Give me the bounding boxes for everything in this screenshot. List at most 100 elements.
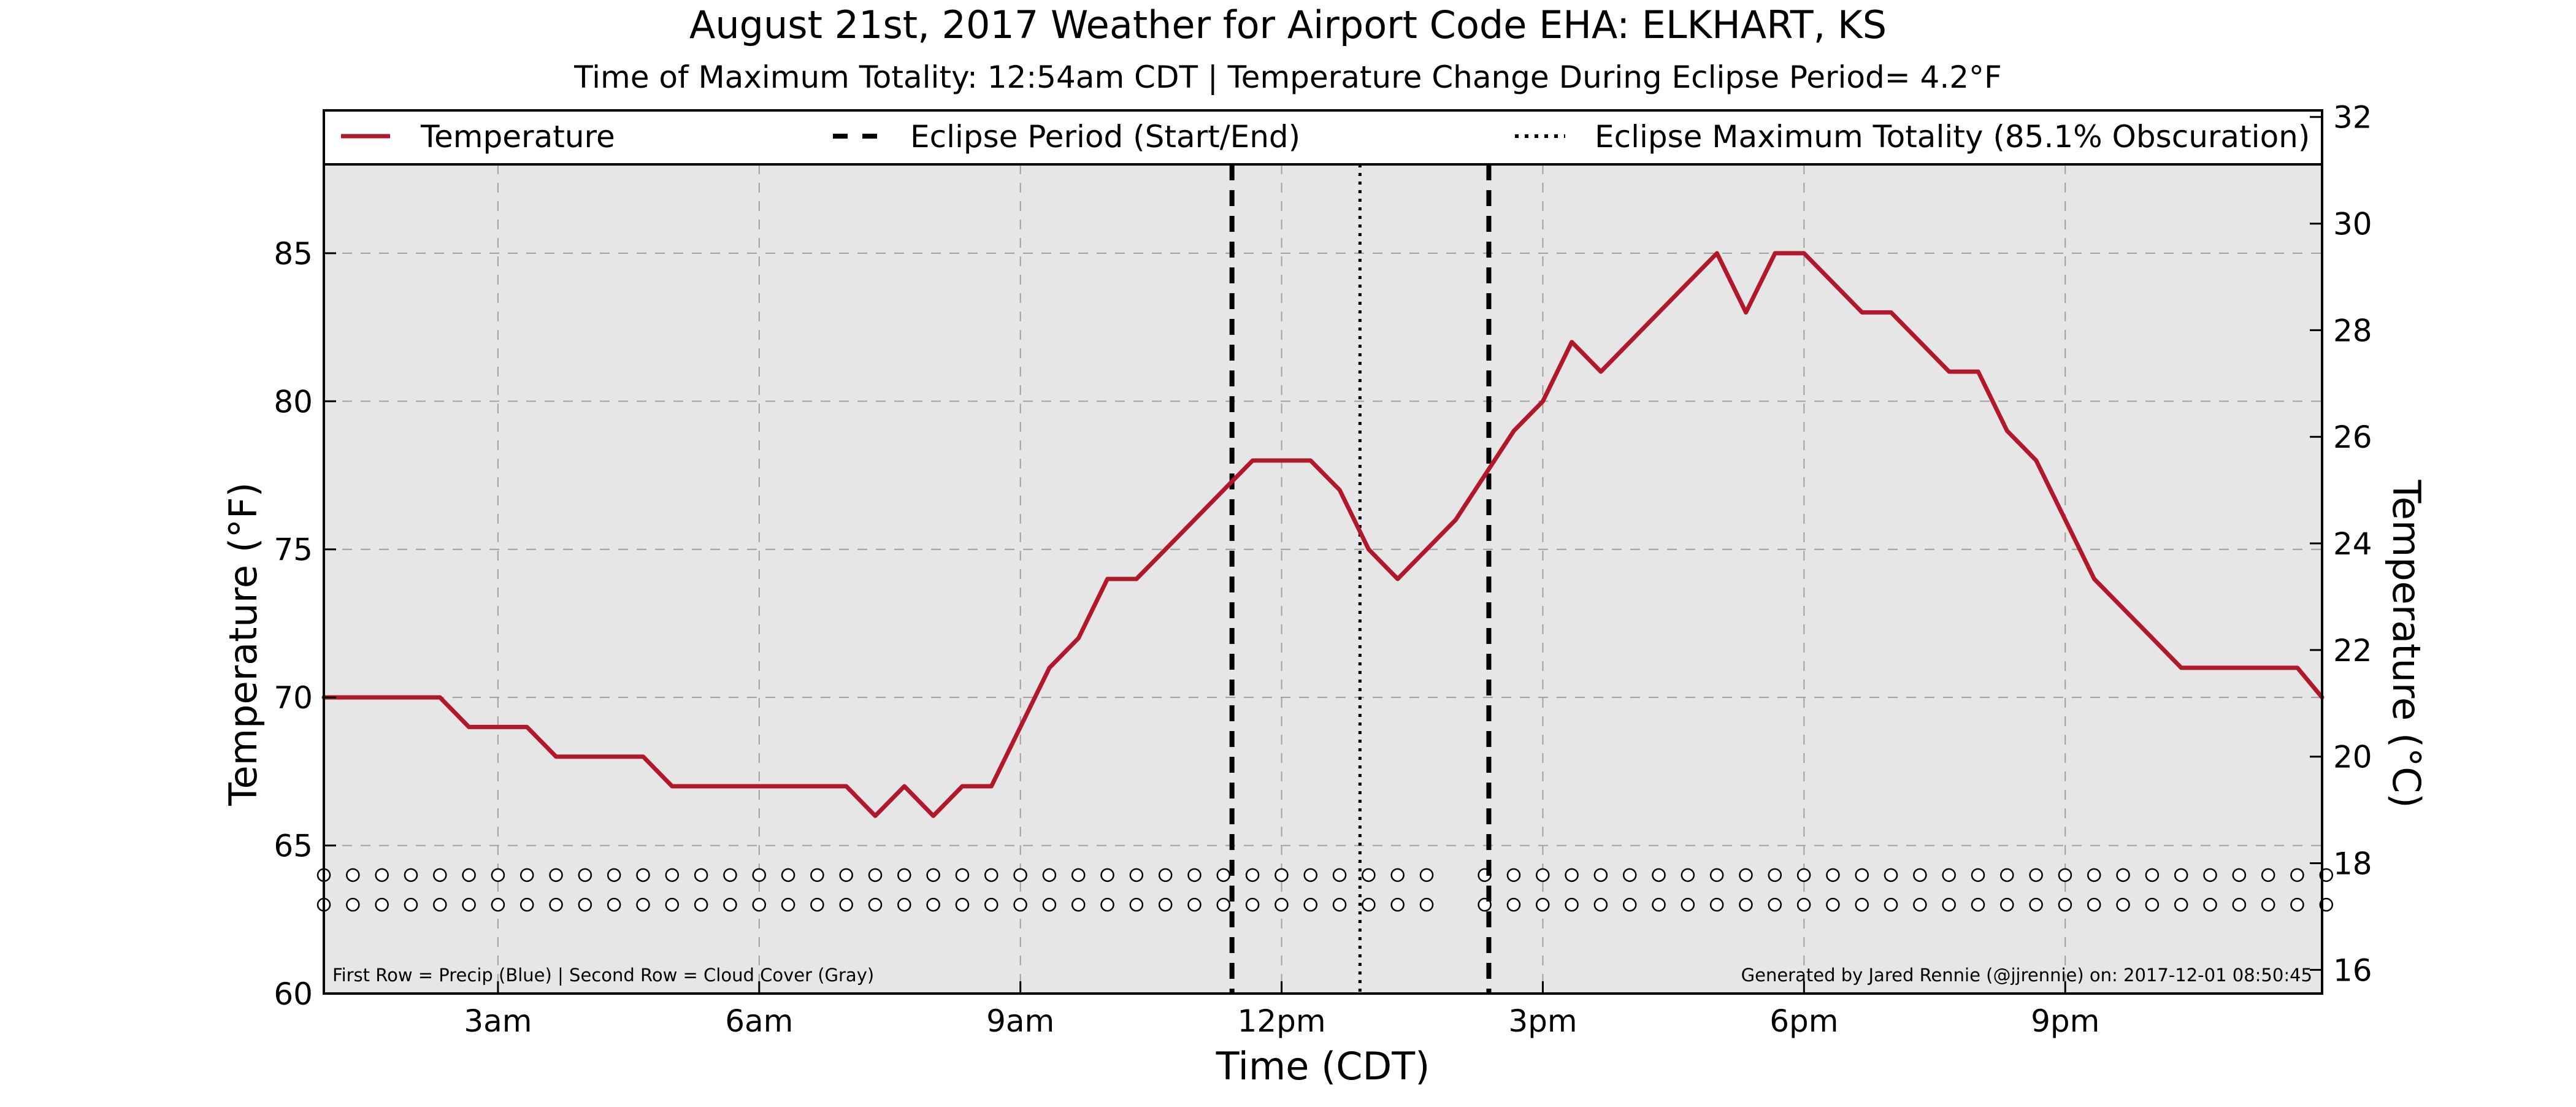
- legend-label-eclipse-max: Eclipse Maximum Totality (85.1% Obscurat…: [1595, 119, 2310, 155]
- cloud-cover-marker: [1622, 897, 1637, 912]
- y-tick-label-right: 18: [2333, 846, 2372, 882]
- footnote-left: First Row = Precip (Blue) | Second Row =…: [332, 965, 874, 986]
- precip-marker: [1362, 868, 1376, 883]
- x-tick-label: 3pm: [1508, 1003, 1577, 1039]
- cloud-cover-marker: [1332, 897, 1347, 912]
- cloud-cover-marker: [1913, 897, 1927, 912]
- cloud-cover-marker: [694, 897, 708, 912]
- precip-marker: [2290, 868, 2304, 883]
- cloud-cover-marker: [462, 897, 476, 912]
- cloud-cover-marker: [1390, 897, 1405, 912]
- precip-marker: [984, 868, 999, 883]
- cloud-cover-marker: [2145, 897, 2160, 912]
- precip-marker: [2174, 868, 2188, 883]
- cloud-cover-marker: [2174, 897, 2188, 912]
- precip-marker: [1506, 868, 1521, 883]
- y-axis-label-right: Temperature (°C): [2384, 479, 2429, 808]
- cloud-cover-marker: [723, 897, 737, 912]
- cloud-cover-marker: [2000, 897, 2014, 912]
- cloud-cover-marker: [549, 897, 563, 912]
- precip-marker: [1536, 868, 1550, 883]
- x-tick-label: 3am: [464, 1003, 532, 1039]
- precip-marker: [1100, 868, 1114, 883]
- cloud-cover-marker: [1303, 897, 1317, 912]
- y-tick-label-left: 60: [274, 976, 313, 1012]
- precip-marker: [2087, 868, 2101, 883]
- eclipse-lines: [1229, 164, 1492, 994]
- cloud-cover-marker: [1478, 897, 1492, 912]
- precip-marker: [491, 868, 505, 883]
- precip-marker: [607, 868, 621, 883]
- precip-marker: [1303, 868, 1317, 883]
- x-tick-label: 6am: [725, 1003, 793, 1039]
- precip-marker: [1593, 868, 1608, 883]
- cloud-cover-marker: [752, 897, 766, 912]
- cloud-cover-marker: [404, 897, 418, 912]
- cloud-cover-marker: [2087, 897, 2101, 912]
- cloud-cover-marker: [636, 897, 650, 912]
- precip-marker: [1768, 868, 1782, 883]
- precip-marker: [810, 868, 824, 883]
- y-tick-label-left: 80: [274, 384, 313, 419]
- precip-marker: [462, 868, 476, 883]
- precip-marker: [1332, 868, 1347, 883]
- precip-marker: [781, 868, 795, 883]
- x-tick-label: 6pm: [1769, 1003, 1838, 1039]
- x-tick-label: 12pm: [1238, 1003, 1326, 1039]
- y-tick-label-right: 32: [2333, 100, 2372, 136]
- precip-marker: [1013, 868, 1027, 883]
- y-tick-label-right: 26: [2333, 419, 2372, 455]
- precip-marker: [1158, 868, 1173, 883]
- cloud-cover-marker: [810, 897, 824, 912]
- y-tick-label-left: 70: [274, 680, 313, 716]
- precip-marker: [2261, 868, 2275, 883]
- precip-marker: [1884, 868, 1898, 883]
- cloud-cover-marker: [2232, 897, 2247, 912]
- cloud-cover-marker: [519, 897, 534, 912]
- legend: Temperature Eclipse Period (Start/End) E…: [323, 109, 2323, 166]
- precip-marker: [868, 868, 883, 883]
- cloud-cover-marker: [2261, 897, 2275, 912]
- precip-marker: [1390, 868, 1405, 883]
- cloud-cover-marker: [2290, 897, 2304, 912]
- cloud-cover-marker: [1071, 897, 1086, 912]
- cloud-cover-marker: [1565, 897, 1579, 912]
- precip-marker: [1739, 868, 1753, 883]
- precip-marker: [1855, 868, 1869, 883]
- cloud-cover-marker: [346, 897, 360, 912]
- cloud-cover-marker: [1013, 897, 1027, 912]
- cloud-cover-marker: [1158, 897, 1173, 912]
- precip-marker: [2232, 868, 2247, 883]
- cloud-cover-marker: [868, 897, 883, 912]
- cloud-cover-marker: [897, 897, 911, 912]
- precip-marker: [375, 868, 389, 883]
- y-axis-left: 60 65 70 75 80 85: [274, 236, 336, 1012]
- y-tick-label-right: 28: [2333, 313, 2372, 348]
- cloud-cover-marker: [1739, 897, 1753, 912]
- cloud-cover-marker: [926, 897, 940, 912]
- cloud-cover-marker: [1681, 897, 1695, 912]
- precip-marker: [1275, 868, 1289, 883]
- cloud-cover-marker: [1506, 897, 1521, 912]
- precip-marker: [1216, 868, 1231, 883]
- precip-marker: [839, 868, 853, 883]
- cloud-cover-marker: [1275, 897, 1289, 912]
- precip-marker: [752, 868, 766, 883]
- y-tick-label-right: 16: [2333, 952, 2372, 988]
- cloud-cover-marker: [1216, 897, 1231, 912]
- cloud-cover-marker: [1768, 897, 1782, 912]
- cloud-cover-marker: [1362, 897, 1376, 912]
- precip-marker: [2029, 868, 2043, 883]
- marker-rows: [316, 868, 2334, 912]
- precip-marker: [897, 868, 911, 883]
- cloud-cover-marker: [1536, 897, 1550, 912]
- cloud-cover-marker: [1826, 897, 1840, 912]
- precip-marker: [1565, 868, 1579, 883]
- series-layer: [321, 251, 2325, 818]
- precip-marker: [433, 868, 447, 883]
- precip-marker: [955, 868, 970, 883]
- precip-marker: [1913, 868, 1927, 883]
- precip-marker: [1796, 868, 1811, 883]
- precip-marker: [665, 868, 680, 883]
- cloud-cover-marker: [665, 897, 680, 912]
